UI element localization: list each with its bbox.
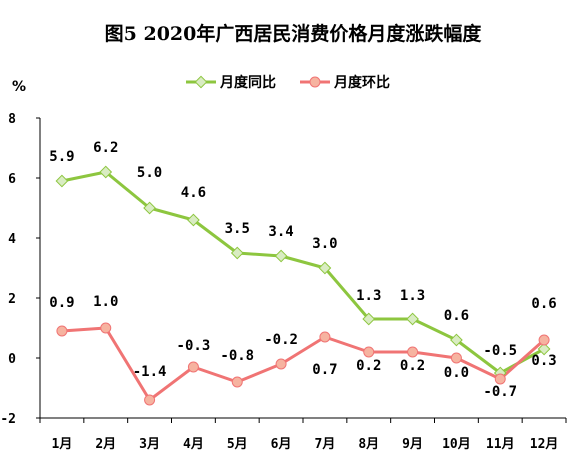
x-tick-label: 9月: [402, 437, 423, 452]
y-axis-unit: %: [12, 79, 26, 95]
y-tick-label: 8: [8, 112, 16, 127]
data-point-yoy: [537, 342, 551, 356]
legend: 月度同比 月度环比: [186, 74, 390, 91]
legend-marker-mom: [309, 76, 321, 88]
axes: 8 6 4 2 0 -2 1月 2月 3月 4月 5月 6月 7月 8月 9月 10月 11月 12月: [0, 112, 567, 452]
data-label-yoy: 0.3: [531, 353, 556, 369]
data-label-yoy: 6.2: [93, 140, 118, 156]
x-tick-label: 10月: [442, 437, 471, 452]
data-label-yoy: 3.5: [225, 221, 250, 237]
data-point-mom: [538, 334, 550, 346]
x-tick-label: 1月: [52, 437, 73, 452]
data-point-mom: [144, 394, 156, 406]
data-label-mom: 0.6: [531, 296, 556, 312]
data-labels: 5.9 6.2 5.0 4.6 3.5 3.4 3.0 1.3 1.3 0.6 -0.5 0.3 0.9…: [49, 140, 556, 400]
legend-label-mom: 月度环比: [333, 74, 390, 91]
data-label-mom: 0.2: [400, 358, 425, 374]
x-tick-label: 3月: [139, 437, 160, 452]
y-tick-label: 2: [8, 292, 16, 307]
data-point-yoy: [406, 312, 419, 326]
y-tick-label: -2: [0, 412, 16, 427]
data-label-yoy: -0.5: [483, 343, 517, 359]
data-point-yoy: [99, 165, 113, 179]
data-label-yoy: 5.9: [49, 149, 74, 165]
data-point-yoy: [362, 312, 376, 326]
series-layer: [55, 165, 551, 406]
data-label-mom: 1.0: [93, 294, 118, 310]
legend-label-yoy: 月度同比: [219, 74, 276, 91]
data-point-mom: [275, 358, 287, 370]
data-label-mom: -0.7: [483, 384, 517, 400]
chart-title: 图5 2020年广西居民消费价格月度涨跌幅度: [105, 22, 483, 45]
x-tick-label: 4月: [183, 437, 204, 452]
data-point-mom: [100, 322, 112, 334]
data-point-yoy: [274, 249, 288, 263]
data-label-yoy: 1.3: [356, 288, 381, 304]
data-point-mom: [407, 346, 419, 358]
data-point-yoy: [230, 246, 244, 260]
data-point-yoy: [187, 213, 200, 227]
data-point-yoy: [318, 261, 332, 275]
series-line-mom: [61, 326, 546, 402]
data-label-yoy: 5.0: [137, 165, 162, 181]
x-tick-label: 7月: [315, 437, 336, 452]
data-label-mom: -0.3: [177, 338, 211, 354]
data-label-mom: -0.2: [264, 332, 298, 348]
data-label-mom: -1.4: [133, 364, 167, 380]
data-label-yoy: 0.6: [444, 308, 469, 324]
x-tick-label: 8月: [358, 437, 379, 452]
data-point-mom: [494, 373, 506, 385]
data-point-yoy: [450, 333, 463, 347]
data-point-mom: [319, 331, 331, 343]
data-label-mom: 0.2: [356, 358, 381, 374]
data-label-mom: 0.7: [312, 362, 337, 378]
data-label-mom: 0.0: [444, 365, 469, 381]
data-label-yoy: 3.0: [312, 236, 337, 252]
x-tick-label: 12月: [530, 437, 559, 452]
data-point-mom: [363, 346, 375, 358]
x-tick-label: 2月: [95, 437, 116, 452]
data-point-yoy: [143, 201, 156, 215]
legend-marker-yoy: [194, 75, 208, 89]
series-line-yoy: [61, 170, 545, 375]
data-label-mom: -0.8: [220, 348, 254, 364]
x-tick-label: 11月: [486, 437, 515, 452]
legend-item-yoy: 月度同比: [186, 74, 276, 91]
data-label-yoy: 1.3: [400, 288, 425, 304]
data-point-mom: [450, 352, 462, 364]
data-label-yoy: 3.4: [268, 224, 293, 240]
legend-item-mom: 月度环比: [300, 74, 390, 91]
data-point-mom: [231, 376, 243, 388]
data-point-yoy: [55, 174, 69, 188]
y-tick-label: 4: [8, 232, 16, 247]
y-tick-label: 6: [8, 172, 16, 187]
data-label-mom: 0.9: [49, 295, 74, 311]
y-tick-label: 0: [8, 352, 16, 367]
data-point-mom: [187, 361, 199, 373]
x-tick-label: 5月: [227, 437, 248, 452]
data-point-mom: [56, 325, 68, 337]
x-tick-label: 6月: [271, 437, 292, 452]
data-label-yoy: 4.6: [181, 185, 206, 201]
